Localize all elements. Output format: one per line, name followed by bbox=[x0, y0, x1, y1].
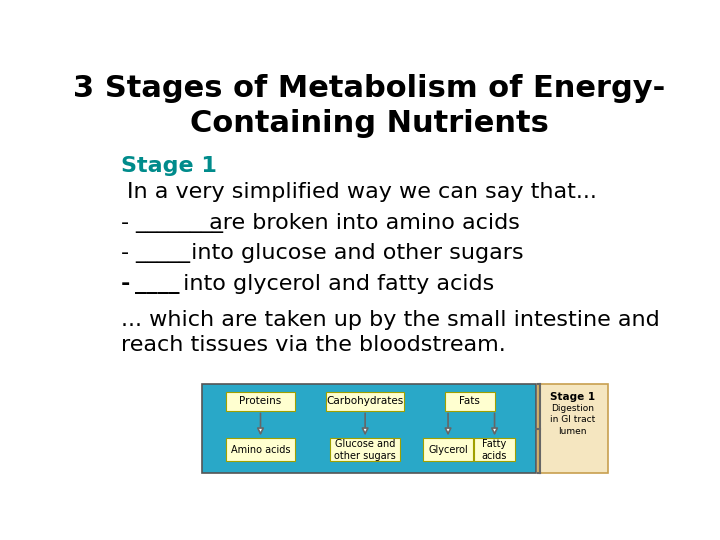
Text: -: - bbox=[121, 213, 129, 233]
Bar bbox=[330, 438, 400, 461]
Bar bbox=[444, 392, 495, 410]
Text: Glucose and
other sugars: Glucose and other sugars bbox=[334, 439, 396, 461]
Text: Stage 1: Stage 1 bbox=[121, 156, 217, 176]
Text: Digestion
in GI tract
lumen: Digestion in GI tract lumen bbox=[550, 403, 595, 436]
Text: In a very simplified way we can say that...: In a very simplified way we can say that… bbox=[127, 182, 597, 202]
Text: Fats: Fats bbox=[459, 396, 480, 406]
Text: are broken into amino acids: are broken into amino acids bbox=[202, 213, 519, 233]
Text: Proteins: Proteins bbox=[239, 396, 282, 406]
Text: ____: ____ bbox=[135, 274, 179, 294]
Text: Stage 1: Stage 1 bbox=[550, 392, 595, 402]
Bar bbox=[202, 384, 536, 473]
Text: Glycerol: Glycerol bbox=[428, 445, 468, 455]
Text: -: - bbox=[121, 274, 130, 294]
Text: Fatty
acids: Fatty acids bbox=[482, 439, 507, 461]
Bar bbox=[225, 438, 295, 461]
Text: ________: ________ bbox=[135, 213, 223, 233]
Bar bbox=[326, 392, 404, 410]
Text: _____: _____ bbox=[135, 244, 190, 264]
Text: ... which are taken up by the small intestine and
reach tissues via the bloodstr: ... which are taken up by the small inte… bbox=[121, 309, 660, 355]
Text: into glycerol and fatty acids: into glycerol and fatty acids bbox=[176, 274, 494, 294]
Text: into glucose and other sugars: into glucose and other sugars bbox=[184, 244, 523, 264]
Text: -: - bbox=[121, 244, 129, 264]
Text: 3 Stages of Metabolism of Energy-
Containing Nutrients: 3 Stages of Metabolism of Energy- Contai… bbox=[73, 74, 665, 138]
Text: Carbohydrates: Carbohydrates bbox=[326, 396, 404, 406]
Bar bbox=[423, 438, 473, 461]
Bar bbox=[538, 384, 608, 473]
Bar bbox=[474, 438, 515, 461]
Bar bbox=[225, 392, 295, 410]
Text: Amino acids: Amino acids bbox=[230, 445, 290, 455]
